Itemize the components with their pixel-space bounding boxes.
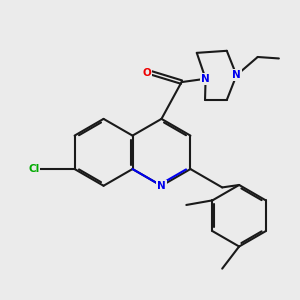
- Text: Cl: Cl: [28, 164, 40, 174]
- Text: N: N: [232, 70, 241, 80]
- Text: N: N: [201, 74, 210, 84]
- Text: N: N: [157, 181, 166, 191]
- Text: O: O: [142, 68, 151, 78]
